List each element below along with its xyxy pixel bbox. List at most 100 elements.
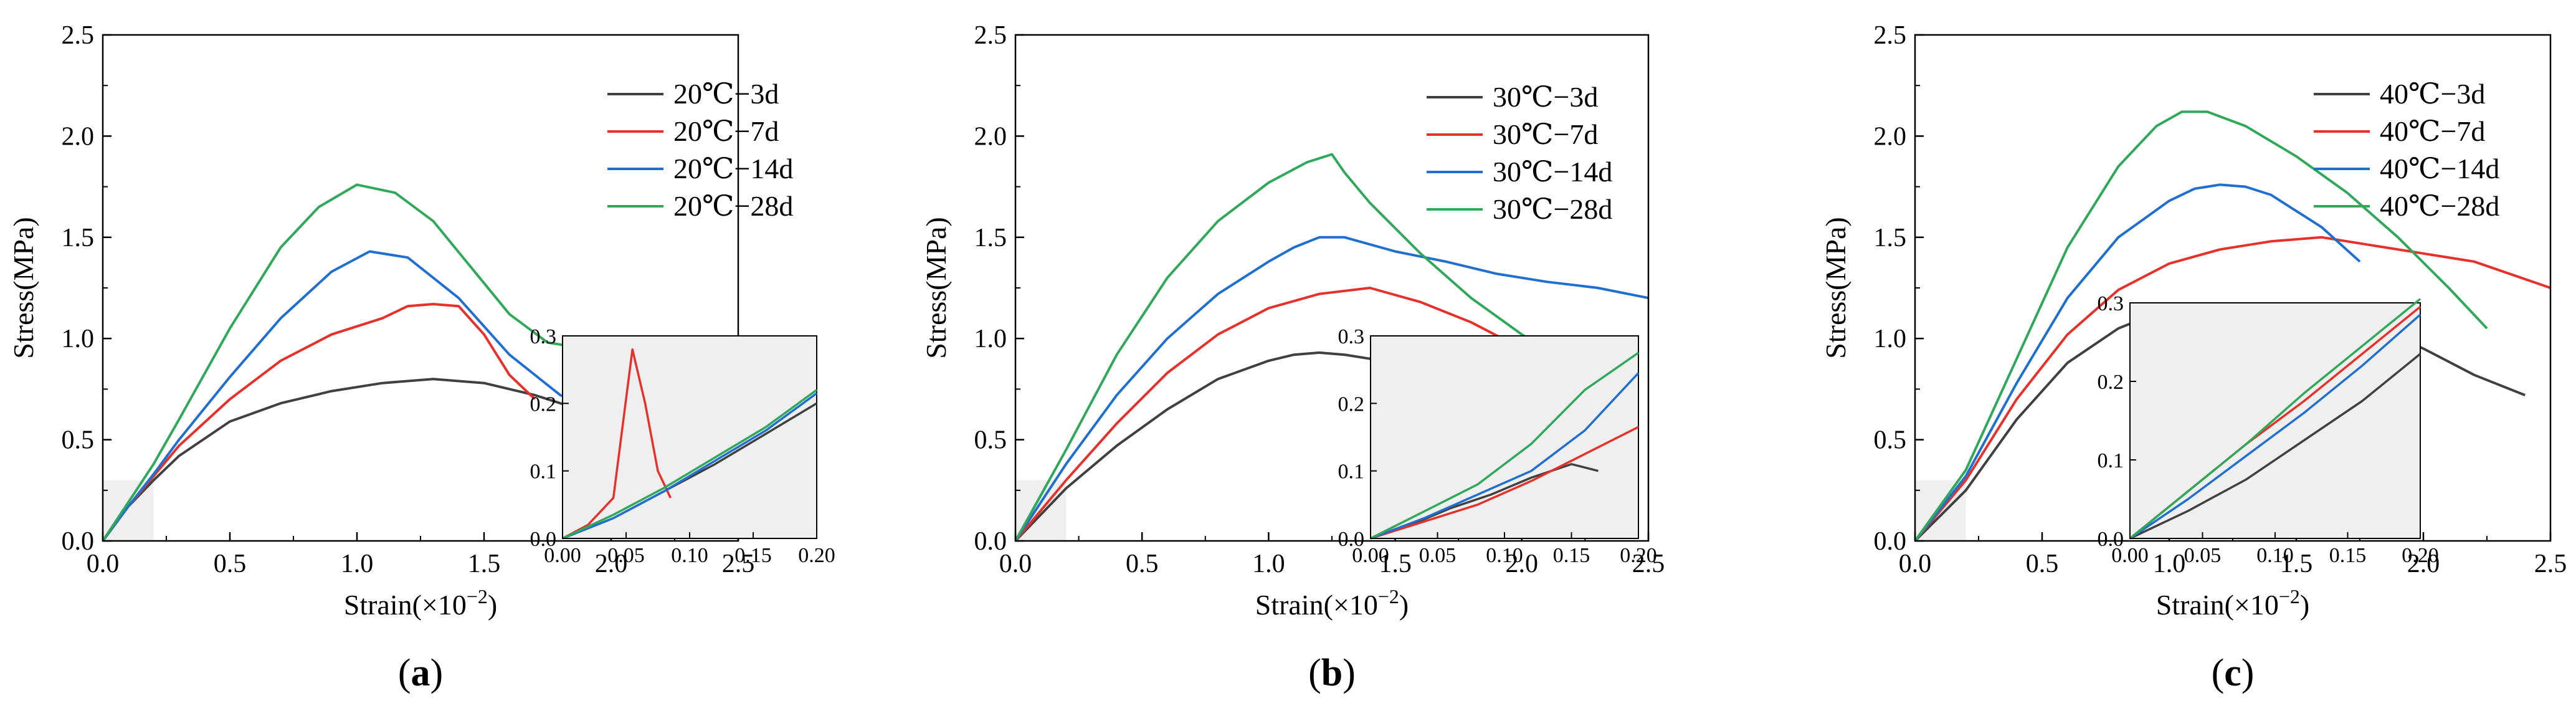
y-tick-label: 0.0 bbox=[974, 527, 1007, 556]
y-tick-label: 2.5 bbox=[62, 21, 95, 50]
panel-label-c: (c) bbox=[2212, 652, 2255, 694]
inset-x-tick-label: 0.00 bbox=[1352, 544, 1389, 567]
inset-x-tick-label: 0.05 bbox=[2184, 544, 2222, 567]
y-tick-label: 1.5 bbox=[1874, 224, 1907, 252]
legend-label-14d: 40℃−14d bbox=[2380, 153, 2499, 184]
y-tick-label: 2.0 bbox=[974, 122, 1007, 151]
legend-label-28d: 20℃−28d bbox=[673, 190, 793, 222]
inset-series-line-7d bbox=[562, 348, 672, 540]
y-tick-label: 0.5 bbox=[974, 426, 1007, 455]
inset-series-line-14d bbox=[2129, 313, 2422, 540]
inset-series-line-14d bbox=[1370, 372, 1640, 540]
chart-panel-a: 0.0 0.5 1.0 1.5 2.0 2.5 0.0 0.5 1.0 1.5 2.0 2.5 Stra… bbox=[7, 21, 835, 694]
inset-x-tick-label: 0.10 bbox=[671, 544, 708, 567]
inset-y-tick-label: 0.3 bbox=[2098, 292, 2124, 315]
legend-label-7d: 30℃−7d bbox=[1493, 118, 1598, 150]
y-tick-label: 1.5 bbox=[974, 224, 1007, 252]
legend-label-28d: 30℃−28d bbox=[1493, 193, 1612, 225]
series-line-28d bbox=[102, 183, 604, 542]
x-tick-label: 1.0 bbox=[2153, 550, 2186, 578]
x-tick-label: 1.5 bbox=[468, 550, 501, 578]
x-tick-label: 2.0 bbox=[1506, 550, 1539, 578]
inset-x-tick-label: 0.20 bbox=[798, 544, 835, 567]
y-tick-label: 0.0 bbox=[62, 527, 95, 556]
inset-x-tick-label: 0.20 bbox=[1620, 544, 1657, 567]
legend-label-3d: 30℃−3d bbox=[1493, 81, 1598, 113]
x-tick-label: 2.5 bbox=[1632, 550, 1665, 578]
inset-chart: 0.00 0.05 0.10 0.15 0.20 0.0 0.1 0.2 0.3 bbox=[530, 325, 835, 567]
inset-series-line-7d bbox=[1370, 426, 1639, 540]
inset-chart: 0.00 0.05 0.10 0.15 0.20 0.0 0.1 0.2 0.3 bbox=[1338, 325, 1657, 567]
x-tick-label: 2.0 bbox=[595, 550, 628, 578]
series-line-7d bbox=[102, 303, 536, 542]
inset-series-line-3d bbox=[2129, 353, 2422, 540]
inset-y-tick-label: 0.1 bbox=[2098, 449, 2124, 472]
y-tick-label: 1.0 bbox=[62, 325, 95, 353]
y-tick-label: 1.0 bbox=[1874, 325, 1907, 353]
inset-y-tick-label: 0.1 bbox=[530, 461, 557, 484]
inset-y-tick-label: 0.3 bbox=[530, 325, 557, 348]
inset-chart: 0.00 0.05 0.10 0.15 0.20 0.0 0.1 0.2 0.3 bbox=[2098, 292, 2439, 567]
inset-y-tick-label: 0.2 bbox=[530, 393, 557, 416]
y-tick-label: 0.0 bbox=[1874, 527, 1907, 556]
x-axis-label: Strain(×10−2) bbox=[344, 585, 498, 621]
panel-label-b: (b) bbox=[1308, 652, 1356, 694]
inset-y-tick-label: 0.1 bbox=[1338, 461, 1365, 484]
y-axis-label: Stress(MPa) bbox=[1820, 217, 1851, 358]
y-axis-label: Stress(MPa) bbox=[920, 217, 952, 358]
series-line-28d bbox=[1014, 153, 1624, 542]
legend-label-7d: 40℃−7d bbox=[2380, 115, 2485, 147]
y-tick-label: 0.5 bbox=[1874, 426, 1907, 455]
panel-label-a: (a) bbox=[398, 652, 443, 694]
x-tick-label: 1.5 bbox=[2280, 550, 2313, 578]
inset-series-line-14d bbox=[562, 392, 818, 540]
inset-x-tick-label: 0.15 bbox=[734, 544, 772, 567]
y-tick-label: 2.0 bbox=[1874, 122, 1907, 151]
legend-label-28d: 40℃−28d bbox=[2380, 190, 2499, 222]
y-tick-label: 2.0 bbox=[62, 122, 95, 151]
inset-y-tick-label: 0.2 bbox=[1338, 393, 1365, 416]
legend-label-7d: 20℃−7d bbox=[673, 115, 779, 147]
inset-x-tick-label: 0.05 bbox=[1419, 544, 1457, 567]
inset-series-line-28d bbox=[1370, 351, 1639, 540]
inset-y-tick-label: 0.0 bbox=[1338, 528, 1365, 551]
inset-y-tick-label: 0.2 bbox=[2098, 371, 2124, 394]
chart-panel-c: 0.0 0.5 1.0 1.5 2.0 2.5 0.0 0.5 1.0 1.5 2.0 2.5 Stra… bbox=[1820, 21, 2567, 694]
series-line-28d bbox=[1914, 110, 2488, 542]
x-tick-label: 2.5 bbox=[722, 550, 755, 578]
x-tick-label: 0.0 bbox=[999, 550, 1032, 578]
chart-panel-b: 0.0 0.5 1.0 1.5 2.0 2.5 0.0 0.5 1.0 1.5 2.0 2.5 Stra… bbox=[920, 21, 1665, 694]
x-tick-label: 0.0 bbox=[1899, 550, 1932, 578]
inset-x-tick-label: 0.15 bbox=[2329, 544, 2367, 567]
inset-series-line-28d bbox=[2129, 298, 2422, 540]
y-tick-label: 1.0 bbox=[974, 325, 1007, 353]
inset-x-tick-label: 0.15 bbox=[1553, 544, 1590, 567]
inset-x-tick-label: 0.00 bbox=[2111, 544, 2149, 567]
inset-x-tick-label: 0.10 bbox=[2256, 544, 2294, 567]
inset-frame bbox=[562, 335, 817, 539]
series-line-14d bbox=[1914, 183, 2361, 542]
x-tick-label: 0.5 bbox=[1126, 550, 1159, 578]
x-tick-label: 0.5 bbox=[214, 550, 247, 578]
y-axis-label: Stress(MPa) bbox=[7, 217, 39, 358]
legend-label-3d: 40℃−3d bbox=[2380, 78, 2485, 110]
inset-x-tick-label: 0.10 bbox=[1486, 544, 1523, 567]
series-line-7d bbox=[1914, 236, 2551, 542]
x-axis-label: Strain(×10−2) bbox=[2156, 585, 2310, 621]
x-tick-label: 2.0 bbox=[2407, 550, 2440, 578]
x-tick-label: 1.0 bbox=[341, 550, 374, 578]
y-tick-label: 0.5 bbox=[62, 426, 95, 455]
inset-x-tick-label: 0.00 bbox=[544, 544, 581, 567]
x-tick-label: 1.5 bbox=[1379, 550, 1412, 578]
x-tick-label: 0.0 bbox=[87, 550, 120, 578]
x-axis-label: Strain(×10−2) bbox=[1255, 585, 1409, 621]
y-tick-label: 1.5 bbox=[62, 224, 95, 252]
legend-label-14d: 20℃−14d bbox=[673, 153, 793, 184]
inset-y-tick-label: 0.3 bbox=[1338, 325, 1365, 348]
legend-label-3d: 20℃−3d bbox=[673, 78, 779, 110]
series-line-14d bbox=[1014, 236, 1649, 542]
y-tick-label: 2.5 bbox=[974, 21, 1007, 50]
y-tick-label: 2.5 bbox=[1874, 21, 1907, 50]
legend-label-14d: 30℃−14d bbox=[1493, 156, 1612, 188]
inset-y-tick-label: 0.0 bbox=[2098, 528, 2124, 551]
